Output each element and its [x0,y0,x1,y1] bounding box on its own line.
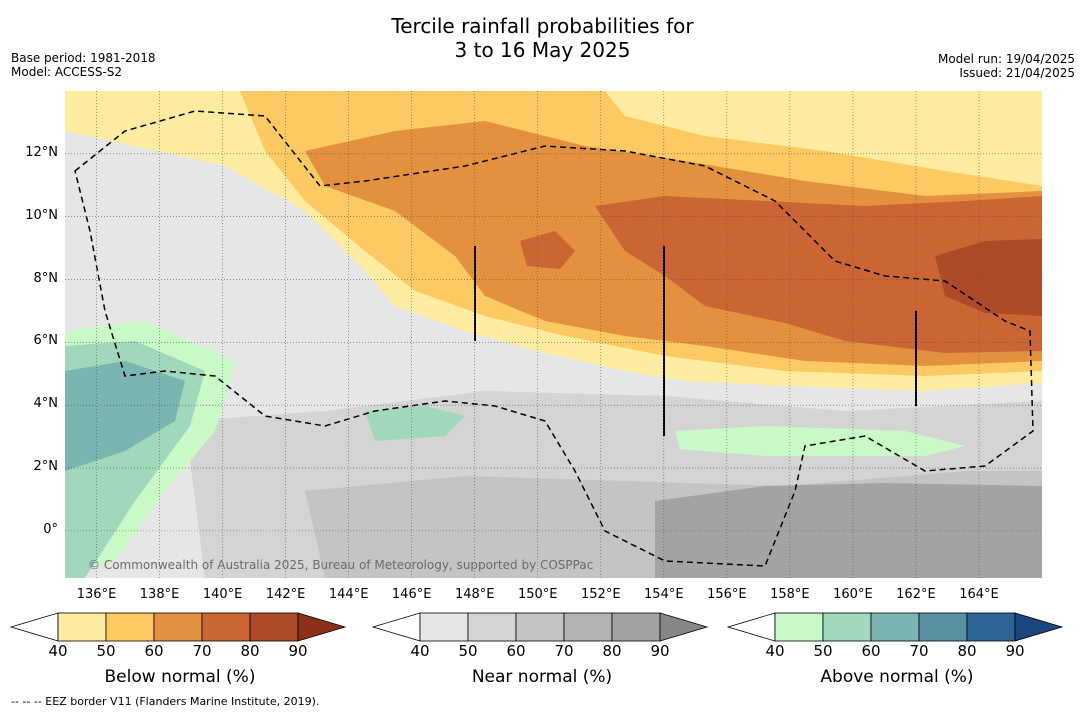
colorbar-tick-label: 70 [554,642,574,660]
colorbar-segment [419,612,469,642]
colorbar-tick-label: 50 [813,642,833,660]
latitude-tick-label: 2°N [33,459,59,475]
eez-border-line [74,110,1034,567]
colorbar-below-normal [10,612,347,642]
longitude-tick-label: 152°E [581,587,621,602]
latitude-tick-label: 0° [43,521,58,537]
longitude-tick-label: 140°E [202,587,243,602]
colorbar-tick-label: 60 [861,642,881,660]
colorbar-segment [966,612,1016,642]
colorbar-tick-label: 70 [909,642,929,660]
near-normal-70-region [655,483,1042,578]
model-run-label: Model run: 19/04/2025 [937,52,1075,66]
latitude-tick-label: 8°N [33,270,59,286]
colorbar-segment [105,612,155,642]
colorbar-tick-label: 80 [957,642,977,660]
longitude-tick-label: 138°E [139,587,180,602]
chart-title-line-2: 3 to 16 May 2025 [454,38,631,62]
below-normal-70-region [595,196,1042,353]
colorbar-extend-high [659,612,709,642]
colorbar-tick-label: 60 [144,642,164,660]
map-gridlines [65,91,1042,578]
issued-label: Issued: 21/04/2025 [959,66,1075,80]
longitude-tick-label: 158°E [770,587,810,602]
colorbar-extend-low [372,612,421,642]
longitude-tick-label: 156°E [707,587,747,602]
below-normal-70-patch [520,231,575,269]
colorbar-extend-high [297,612,347,642]
above-normal-60-patch-central [365,406,465,441]
colorbar-segment [515,612,565,642]
colorbar-tick-label: 90 [1005,642,1025,660]
longitude-tick-label: 162°E [896,587,936,602]
copyright-text: © Commonwealth of Australia 2025, Bureau… [88,558,594,572]
colorbar-tick-label: 80 [602,642,622,660]
colorbar-tick-label: 60 [506,642,526,660]
colorbar-extend-high [1014,612,1064,642]
longitude-tick-label: 144°E [328,587,369,602]
above-normal-50-patch-east [675,426,965,456]
latitude-tick-label: 10°N [25,207,58,223]
colorbar-above-normal [727,612,1064,642]
longitude-tick-label: 136°E [76,587,117,602]
colorbar-extend-low [10,612,59,642]
chart-title-line-1: Tercile rainfall probabilities for [391,14,694,38]
colorbar-tick-label: 40 [48,642,68,660]
below-normal-80-region [935,239,1042,316]
footnote-eez: -- -- -- EEZ border V11 (Flanders Marine… [11,695,320,708]
colorbar-segment [249,612,299,642]
colorbar-segment [563,612,613,642]
colorbar-segment [153,612,203,642]
colorbar-above-normal-title: Above normal (%) [820,667,974,687]
longitude-tick-label: 146°E [391,587,432,602]
longitude-tick-label: 164°E [959,587,999,602]
colorbar-tick-label: 40 [410,642,430,660]
longitude-tick-label: 142°E [265,587,306,602]
colorbar-below-normal-title: Below normal (%) [104,667,256,687]
latitude-tick-label: 6°N [33,333,59,349]
colorbar-segment [611,612,661,642]
colorbar-tick-label: 80 [240,642,260,660]
colorbar-near-normal-title: Near normal (%) [471,667,613,687]
colorbar-tick-label: 50 [458,642,478,660]
map-panel [65,91,1042,578]
longitude-tick-label: 148°E [454,587,495,602]
colorbar-tick-label: 90 [650,642,670,660]
colorbar-segment [774,612,824,642]
colorbar-segment [822,612,872,642]
colorbar-extend-low [727,612,776,642]
colorbar-tick-label: 90 [288,642,308,660]
colorbar-tick-label: 50 [96,642,116,660]
longitude-tick-label: 160°E [833,587,873,602]
colorbar-near-normal [372,612,709,642]
model-label: Model: ACCESS-S2 [11,65,123,79]
longitude-tick-label: 150°E [517,587,558,602]
latitude-tick-label: 4°N [33,396,59,412]
longitude-tick-label: 154°E [644,587,684,602]
colorbar-segment [201,612,251,642]
colorbar-segment [467,612,517,642]
above-normal-70-region [65,361,185,471]
colorbar-tick-label: 40 [765,642,785,660]
latitude-tick-label: 12°N [25,144,58,160]
colorbar-segment [918,612,968,642]
base-period-label: Base period: 1981-2018 [11,51,156,65]
colorbar-segment [870,612,920,642]
colorbar-tick-label: 70 [192,642,212,660]
colorbar-segment [57,612,107,642]
probability-map [65,91,1042,578]
